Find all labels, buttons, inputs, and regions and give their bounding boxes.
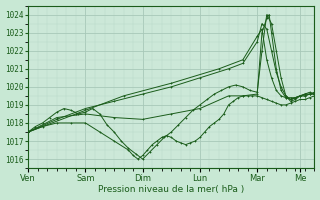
X-axis label: Pression niveau de la mer( hPa ): Pression niveau de la mer( hPa ) xyxy=(98,185,244,194)
